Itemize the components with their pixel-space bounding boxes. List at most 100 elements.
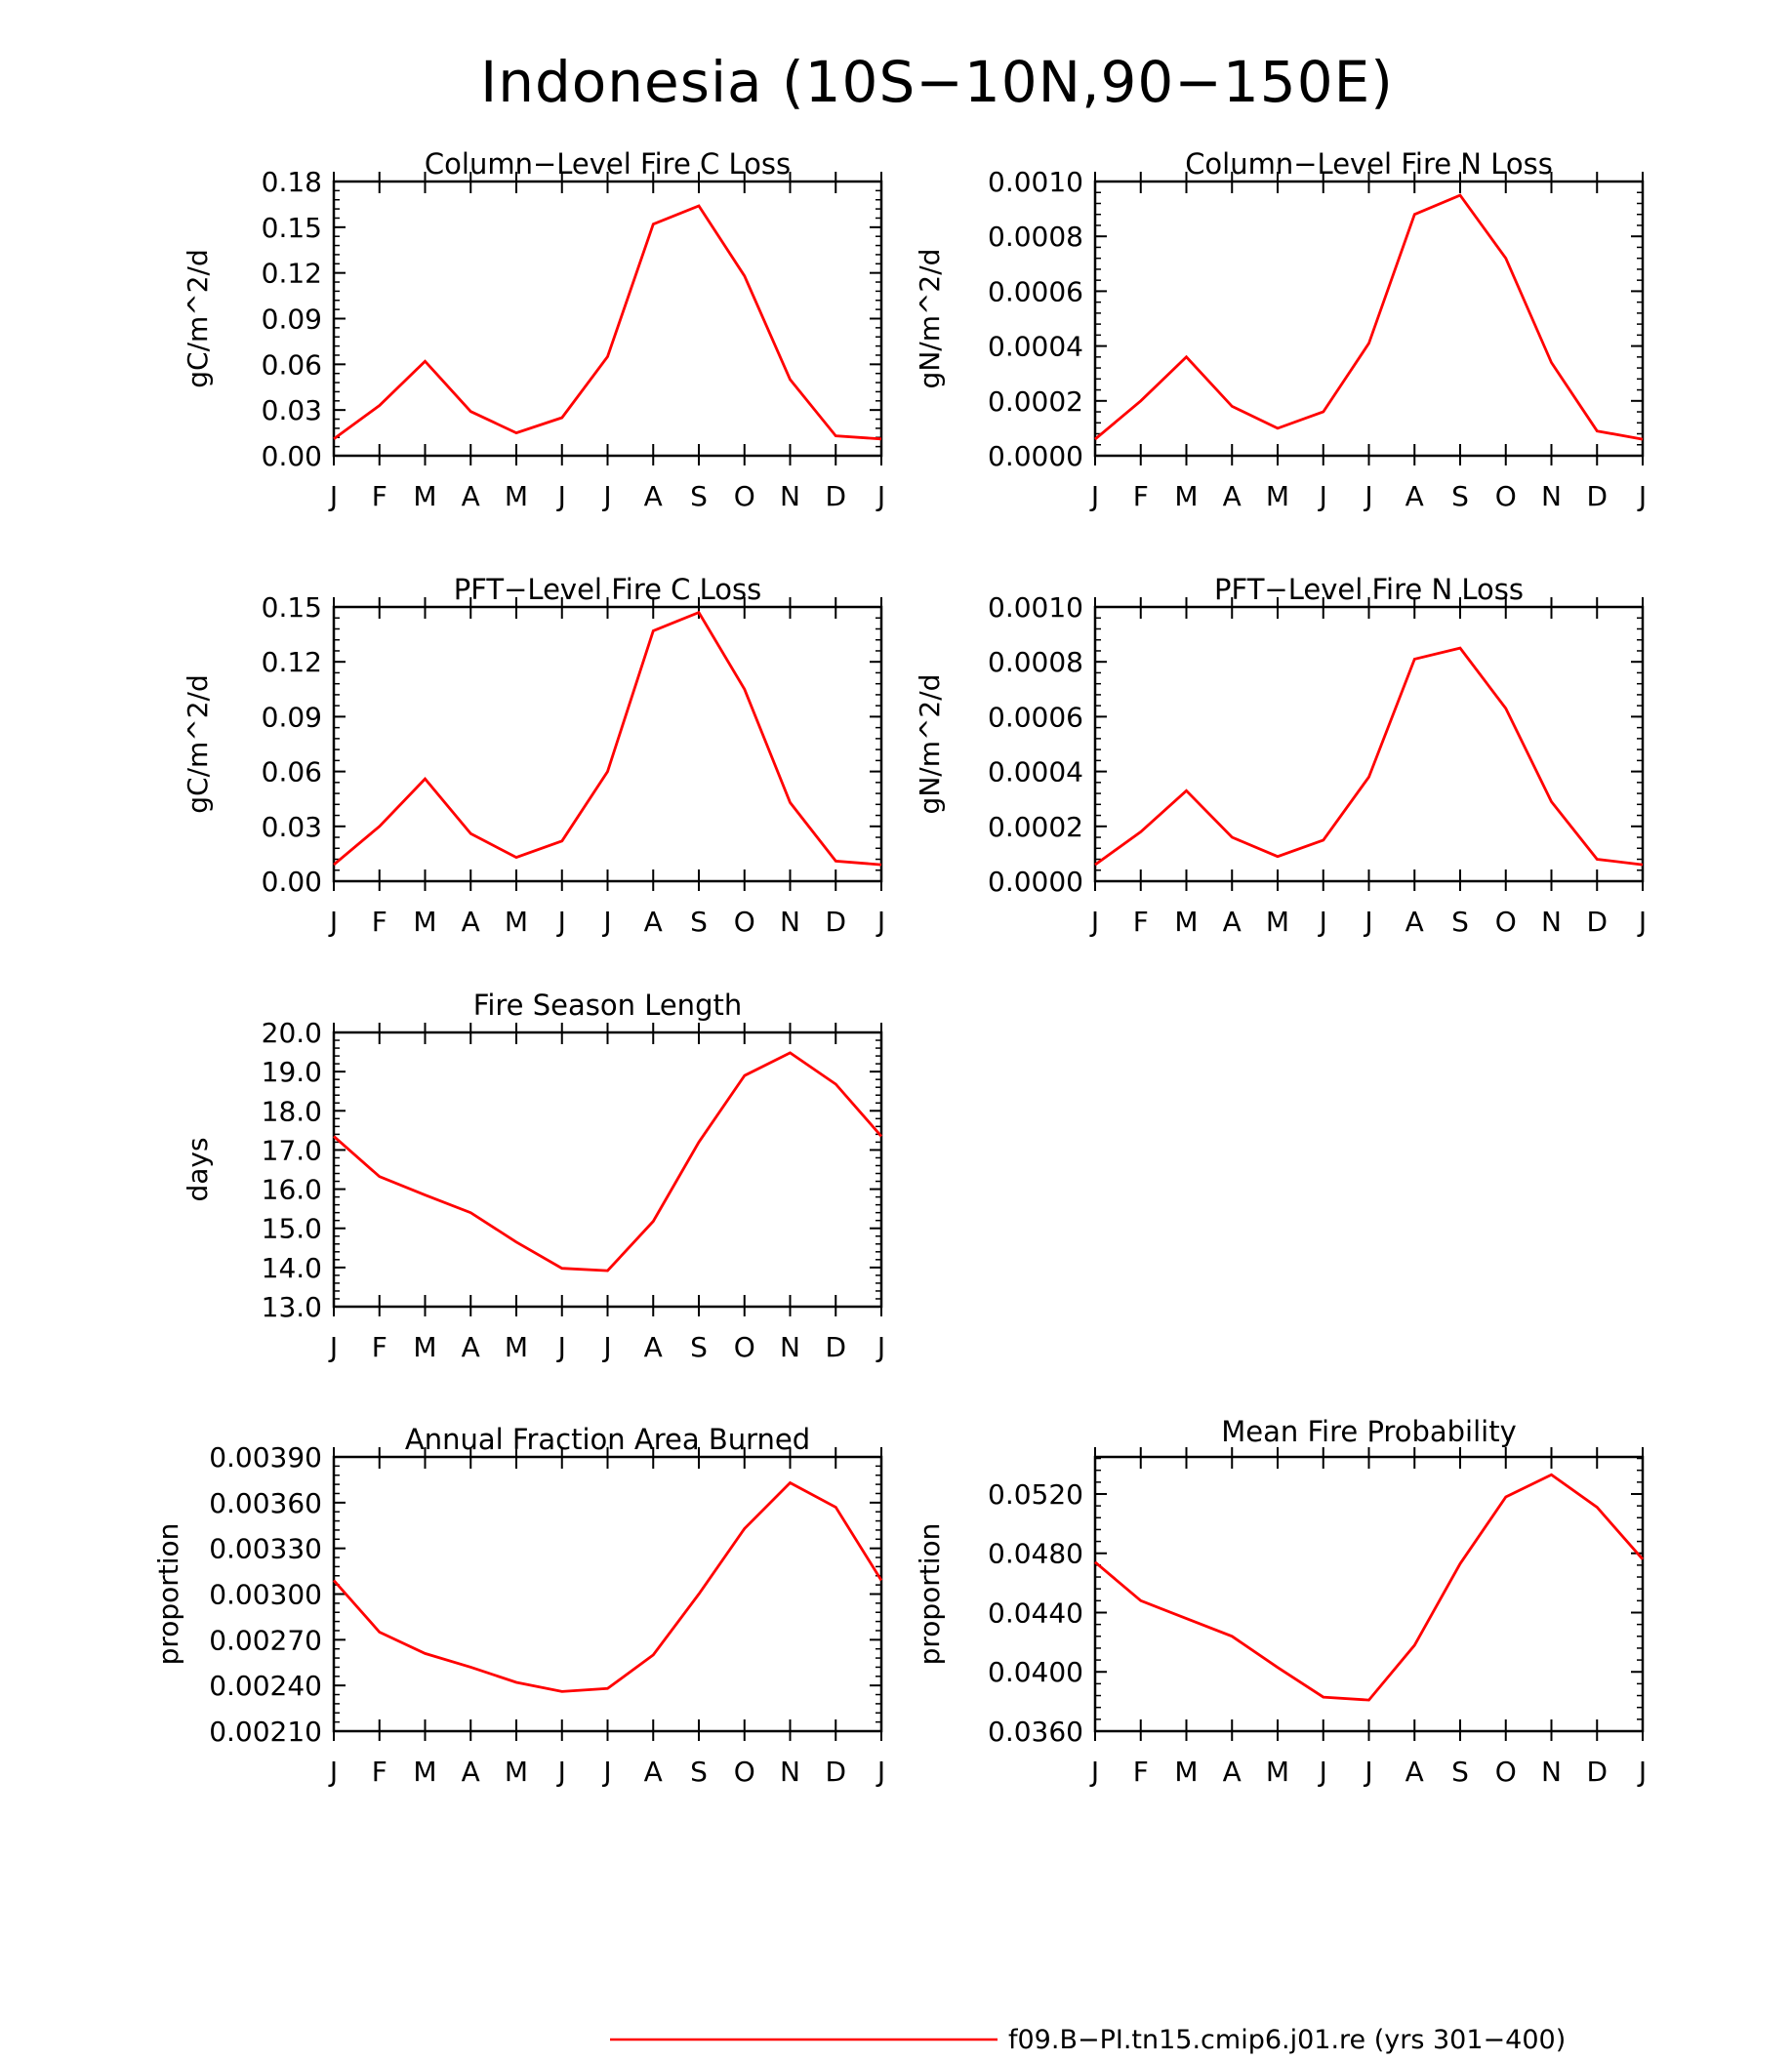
y-tick-label: 0.0440: [988, 1596, 1083, 1629]
y-tick-label: 0.0006: [988, 275, 1083, 307]
y-tick-label: 0.00210: [209, 1716, 322, 1748]
y-axis-label: days: [182, 1137, 214, 1201]
x-tick-label: J: [1318, 1756, 1327, 1788]
chart-column-fire-n-loss: Column−Level Fire N LossgN/m^2/d0.00000.…: [914, 147, 1647, 512]
plot-frame: [1093, 605, 1645, 883]
y-tick-label: 0.0006: [988, 701, 1083, 733]
x-tick-label: J: [876, 1331, 885, 1363]
x-tick-label: M: [413, 1331, 436, 1363]
series-line: [333, 1051, 883, 1273]
x-tick-label: J: [601, 906, 611, 938]
y-axis-label: gC/m^2/d: [182, 674, 214, 814]
x-tick-label: J: [556, 906, 566, 938]
chart-pft-fire-c-loss: PFT−Level Fire C LossgC/m^2/d0.000.030.0…: [182, 573, 885, 938]
y-axis-label: proportion: [152, 1523, 184, 1666]
x-tick-label: J: [328, 480, 338, 512]
x-tick-label: S: [1451, 480, 1469, 512]
x-tick-label: F: [372, 1756, 387, 1788]
x-tick-label: F: [372, 906, 387, 938]
y-tick-label: 0.0520: [988, 1478, 1083, 1511]
x-tick-label: A: [644, 480, 663, 512]
y-tick-label: 0.00390: [209, 1441, 322, 1474]
x-tick-label: A: [1223, 906, 1242, 938]
y-tick-label: 0.0004: [988, 756, 1083, 788]
x-tick-label: N: [1541, 480, 1562, 512]
x-tick-label: D: [825, 906, 846, 938]
panel-title: Fire Season Length: [473, 989, 742, 1022]
x-tick-label: J: [1363, 480, 1372, 512]
x-tick-label: D: [825, 1756, 846, 1788]
x-tick-label: A: [1405, 480, 1424, 512]
plot-frame: [332, 605, 883, 883]
x-tick-label: D: [1586, 1756, 1608, 1788]
y-tick-label: 19.0: [262, 1056, 322, 1088]
x-tick-label: S: [690, 1756, 708, 1788]
series-line: [332, 1480, 883, 1693]
plot-frame: [1093, 180, 1645, 458]
x-tick-label: M: [1174, 1756, 1198, 1788]
x-tick-label: A: [462, 1756, 480, 1788]
x-tick-label: J: [601, 1331, 611, 1363]
y-tick-label: 0.15: [262, 591, 322, 624]
x-tick-label: N: [780, 480, 800, 512]
x-tick-label: M: [1266, 480, 1289, 512]
plot-frame: [332, 1455, 883, 1733]
x-tick-label: J: [1363, 1756, 1372, 1788]
y-tick-label: 0.15: [262, 212, 322, 244]
x-tick-label: S: [1451, 1756, 1469, 1788]
x-tick-label: O: [734, 1756, 755, 1788]
x-tick-label: A: [644, 906, 663, 938]
x-tick-label: D: [1586, 906, 1608, 938]
x-tick-label: M: [1266, 906, 1289, 938]
y-tick-label: 0.0008: [988, 221, 1083, 253]
x-tick-label: J: [876, 480, 885, 512]
x-tick-label: A: [462, 480, 480, 512]
chart-mean-fire-probability: Mean Fire Probability proportion 0.0360 0.0…: [914, 1415, 1647, 1788]
y-tick-label: 20.0: [262, 1017, 322, 1049]
x-tick-label: J: [1637, 480, 1647, 512]
series-line: [1094, 193, 1644, 441]
x-tick-label: J: [601, 1756, 611, 1788]
y-axis-label: gC/m^2/d: [182, 249, 214, 388]
x-tick-label: J: [876, 1756, 885, 1788]
x-tick-label: A: [1405, 1756, 1424, 1788]
x-tick-label: M: [413, 1756, 436, 1788]
y-tick-label: 0.0010: [988, 591, 1083, 624]
y-axis-label: proportion: [914, 1523, 946, 1666]
x-tick-label: J: [328, 1756, 338, 1788]
x-tick-label: J: [601, 480, 611, 512]
x-tick-label: N: [780, 1331, 800, 1363]
x-tick-label: M: [413, 906, 436, 938]
x-tick-label: A: [644, 1756, 663, 1788]
x-tick-label: N: [1541, 1756, 1562, 1788]
chart-column-fire-c-loss: Column−Level Fire C LossgC/m^2/d0.000.03…: [182, 147, 885, 512]
x-tick-label: F: [372, 1331, 387, 1363]
y-tick-label: 0.0360: [988, 1716, 1083, 1748]
x-tick-label: D: [1586, 480, 1608, 512]
x-tick-label: A: [644, 1331, 663, 1363]
y-tick-label: 0.0400: [988, 1656, 1083, 1688]
y-tick-label: 0.00240: [209, 1670, 322, 1702]
y-tick-label: 0.09: [262, 701, 322, 733]
legend-label: f09.B−PI.tn15.cmip6.j01.re (yrs 301−400): [1008, 2025, 1566, 2055]
x-tick-label: J: [1318, 480, 1327, 512]
series-line: [1094, 646, 1644, 867]
x-tick-label: A: [462, 906, 480, 938]
x-tick-label: A: [1223, 1756, 1242, 1788]
x-tick-label: J: [1089, 1756, 1099, 1788]
x-tick-label: F: [1133, 906, 1149, 938]
y-tick-label: 0.03: [262, 811, 322, 843]
x-tick-label: O: [1495, 1756, 1517, 1788]
y-tick-label: 0.12: [262, 258, 322, 290]
x-tick-label: A: [462, 1331, 480, 1363]
x-tick-label: J: [1089, 480, 1099, 512]
y-tick-label: 14.0: [262, 1252, 322, 1284]
x-tick-label: O: [734, 480, 755, 512]
y-tick-label: 0.0008: [988, 646, 1083, 678]
x-tick-label: J: [556, 1756, 566, 1788]
x-tick-label: J: [1318, 906, 1327, 938]
legend: f09.B−PI.tn15.cmip6.j01.re (yrs 301−400): [610, 2025, 1566, 2055]
series-line: [333, 610, 882, 867]
x-tick-label: J: [328, 906, 338, 938]
